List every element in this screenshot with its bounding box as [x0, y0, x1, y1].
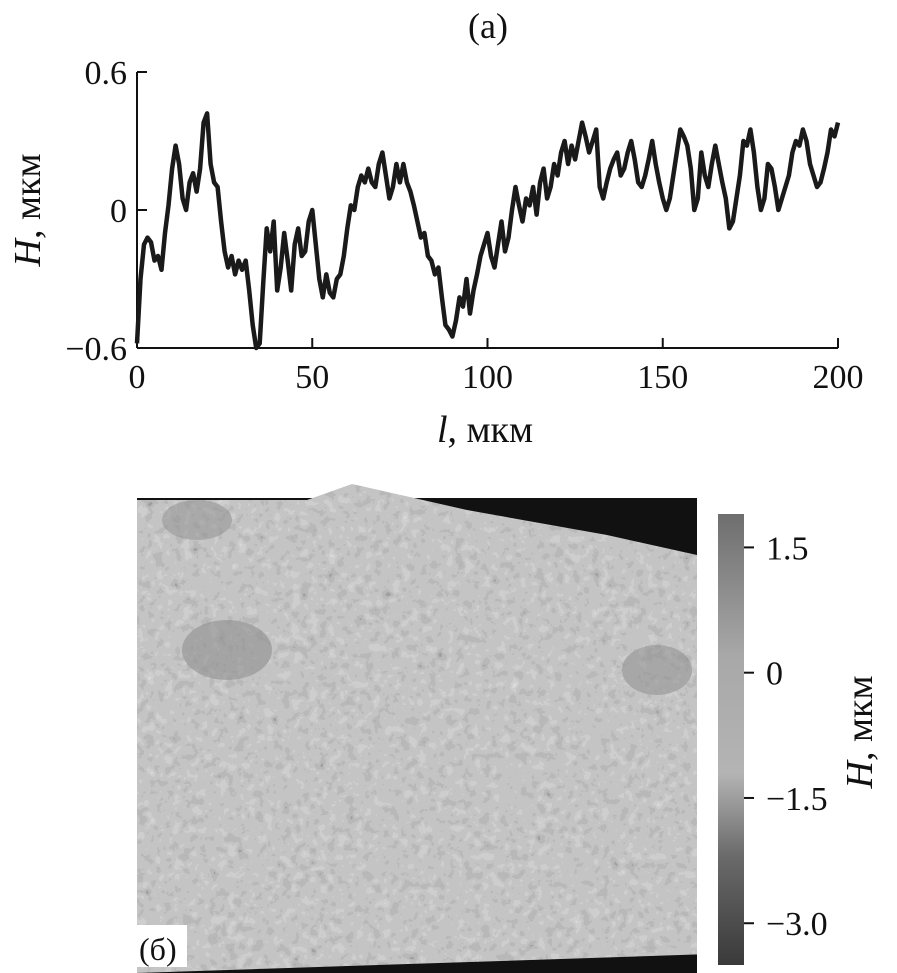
profile-line	[134, 111, 841, 351]
y-tick-label: 0	[110, 193, 127, 230]
y-axis-label: H, мкм	[7, 153, 49, 267]
panel-label-b-box	[137, 925, 187, 967]
colorbar-tick-label: −3.0	[766, 906, 828, 943]
panel-label-b: (б)	[139, 931, 177, 967]
colorbar-gradient	[718, 514, 744, 965]
surface-map-figure: (б) 1.5 0 −1.5 −3.0 H, мкм	[137, 484, 881, 973]
y-tick-label: −0.6	[65, 331, 127, 368]
x-tick-label: 150	[637, 359, 688, 396]
surface-map	[137, 484, 697, 973]
panel-label-a: (a)	[468, 6, 508, 46]
y-tick-label: 0.6	[85, 55, 128, 92]
x-tick-label: 100	[462, 359, 513, 396]
colorbar-tick-label: 0	[766, 656, 783, 693]
x-axis-label: l, мкм	[437, 409, 533, 451]
colorbar-tick-label: 1.5	[766, 530, 809, 567]
x-tick-label: 0	[129, 359, 146, 396]
x-tick-label: 200	[813, 359, 864, 396]
x-tick-label: 50	[295, 359, 329, 396]
colorbar-tick-label: −1.5	[766, 781, 828, 818]
colorbar: 1.5 0 −1.5 −3.0 H, мкм	[718, 514, 881, 965]
colorbar-label: H, мкм	[839, 675, 881, 789]
colorbar-ticks: 1.5 0 −1.5 −3.0	[744, 530, 828, 943]
